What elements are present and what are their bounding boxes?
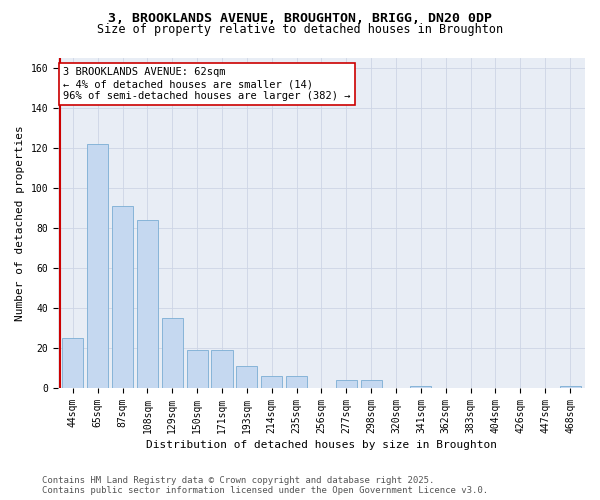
Y-axis label: Number of detached properties: Number of detached properties (15, 125, 25, 320)
Bar (236, 366, 257, 388)
Text: Contains HM Land Registry data © Crown copyright and database right 2025.
Contai: Contains HM Land Registry data © Crown c… (42, 476, 488, 495)
X-axis label: Distribution of detached houses by size in Broughton: Distribution of detached houses by size … (146, 440, 497, 450)
Bar (62, 338, 83, 388)
Bar (286, 376, 307, 388)
Bar (261, 376, 282, 388)
Bar (211, 350, 233, 388)
Text: 3 BROOKLANDS AVENUE: 62sqm
← 4% of detached houses are smaller (14)
96% of semi-: 3 BROOKLANDS AVENUE: 62sqm ← 4% of detac… (63, 68, 350, 100)
Text: 3, BROOKLANDS AVENUE, BROUGHTON, BRIGG, DN20 0DP: 3, BROOKLANDS AVENUE, BROUGHTON, BRIGG, … (108, 12, 492, 26)
Bar (361, 380, 382, 388)
Bar (87, 144, 108, 388)
Bar (410, 386, 431, 388)
Bar (336, 380, 357, 388)
Bar (112, 206, 133, 388)
Bar (162, 318, 183, 388)
Bar (137, 220, 158, 388)
Bar (187, 350, 208, 388)
Bar (560, 386, 581, 388)
Text: Size of property relative to detached houses in Broughton: Size of property relative to detached ho… (97, 22, 503, 36)
